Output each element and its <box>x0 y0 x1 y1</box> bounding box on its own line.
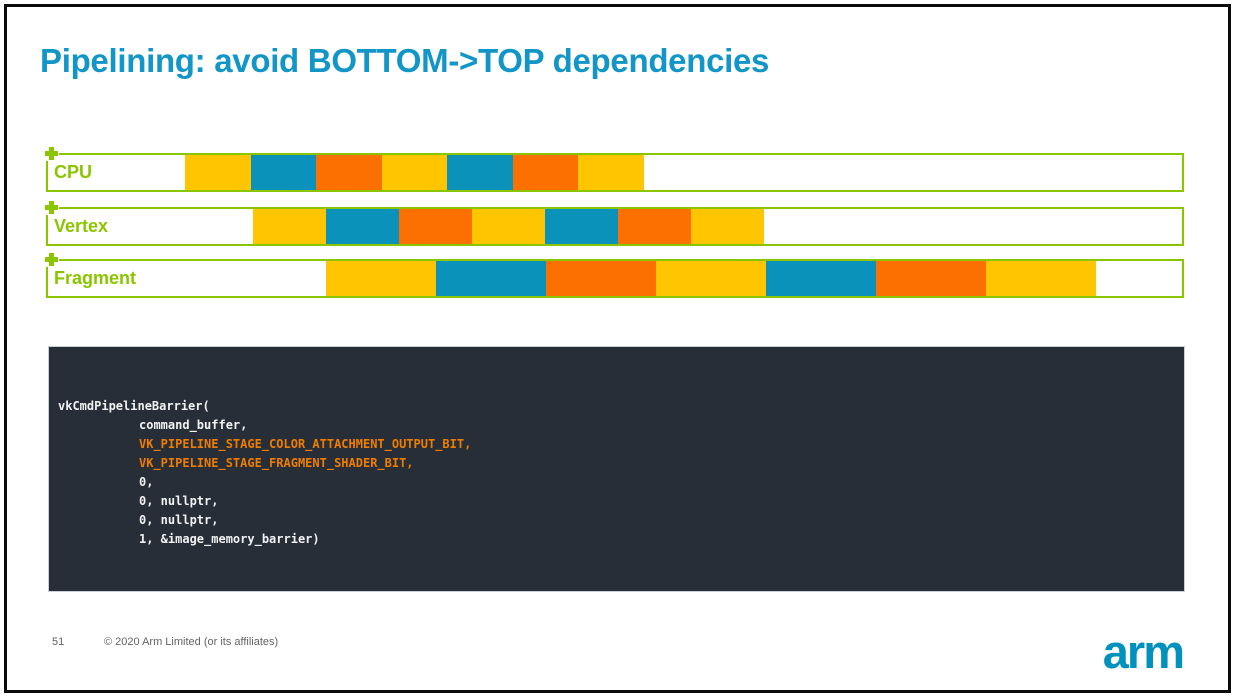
code-line: 0, nullptr, <box>139 513 219 527</box>
pipeline-row-fragment: Fragment <box>44 252 1184 298</box>
code-line: 0, nullptr, <box>139 494 219 508</box>
pipeline-row-label: Vertex <box>54 216 109 236</box>
pipeline-block-yellow <box>472 209 545 244</box>
pipeline-block-orange <box>399 209 472 244</box>
pipeline-block-orange <box>618 209 691 244</box>
pipeline-block-blue <box>545 209 618 244</box>
pipeline-block-yellow <box>185 155 251 190</box>
pipeline-block-orange <box>876 261 986 296</box>
pipeline-block-blue <box>447 155 513 190</box>
copyright-text: © 2020 Arm Limited (or its affiliates) <box>104 636 279 648</box>
pipeline-block-orange <box>546 261 656 296</box>
code-line: command_buffer, <box>139 418 248 432</box>
pipeline-block-yellow <box>986 261 1096 296</box>
pipeline-row-label: CPU <box>54 162 93 182</box>
pipeline-block-yellow <box>691 209 764 244</box>
page-number: 51 <box>52 636 65 648</box>
code-line: VK_PIPELINE_STAGE_COLOR_ATTACHMENT_OUTPU… <box>139 437 472 451</box>
arm-logo: arm <box>1102 625 1185 678</box>
plus-icon <box>44 252 59 267</box>
code-line: 1, &image_memory_barrier) <box>139 532 320 546</box>
pipeline-row-vertex: Vertex <box>44 200 1184 246</box>
plus-icon <box>44 200 59 215</box>
pipeline-block-orange <box>512 155 578 190</box>
plus-icon <box>44 146 59 161</box>
pipeline-block-yellow <box>326 261 436 296</box>
code-line: 0, <box>139 475 154 489</box>
pipeline-block-orange <box>316 155 382 190</box>
pipeline-block-yellow <box>253 209 326 244</box>
code-line: VK_PIPELINE_STAGE_FRAGMENT_SHADER_BIT, <box>139 456 414 470</box>
pipeline-row-label: Fragment <box>54 268 137 288</box>
pipeline-block-yellow <box>656 261 766 296</box>
pipeline-block-blue <box>250 155 316 190</box>
code-block: vkCmdPipelineBarrier( command_buffer, VK_P… <box>48 346 1185 592</box>
pipeline-block-yellow <box>578 155 644 190</box>
pipeline-block-yellow <box>381 155 447 190</box>
code-line: vkCmdPipelineBarrier( <box>58 399 210 413</box>
pipeline-row-cpu: CPU <box>44 146 1184 192</box>
pipeline-block-blue <box>766 261 876 296</box>
pipeline-block-blue <box>326 209 399 244</box>
pipeline-block-blue <box>436 261 546 296</box>
slide-title: Pipelining: avoid BOTTOM->TOP dependenci… <box>40 42 770 79</box>
